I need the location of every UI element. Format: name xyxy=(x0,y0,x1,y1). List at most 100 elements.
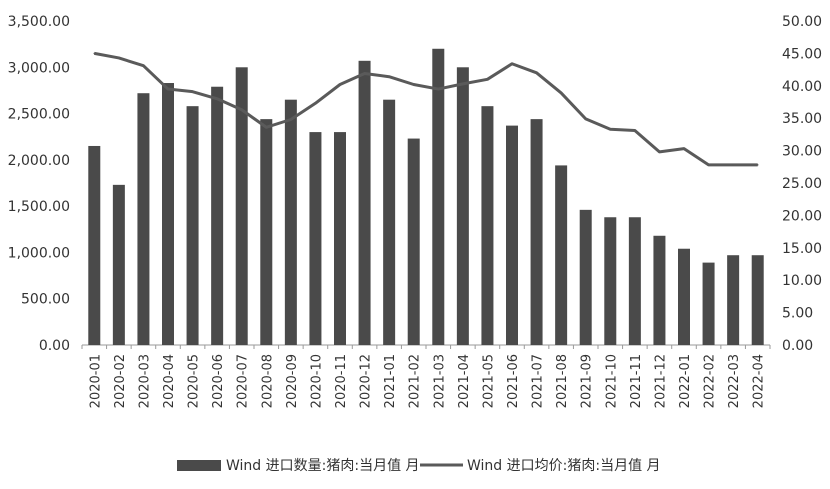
line-point xyxy=(290,118,292,121)
right-tick-label: 15.00 xyxy=(782,241,822,257)
axes xyxy=(81,344,771,349)
line-point xyxy=(314,102,317,105)
line-point xyxy=(118,57,120,59)
line-point xyxy=(486,78,489,81)
x-tick-label: 2020-05 xyxy=(187,354,202,408)
bar xyxy=(211,86,224,345)
bar xyxy=(506,125,518,345)
bar xyxy=(678,248,690,345)
bar xyxy=(88,145,101,345)
x-tick-label: 2020-07 xyxy=(236,354,251,408)
x-tick-label: 2021-07 xyxy=(531,354,546,408)
x-tick-label: 2020-01 xyxy=(88,354,103,408)
line-point xyxy=(388,75,390,78)
left-axis-ticks: 0.00 500.00 1,000.00 1,500.00 2,000.00 2,500.… xyxy=(8,14,70,354)
bar xyxy=(309,132,322,345)
bar xyxy=(702,262,715,345)
bar xyxy=(334,132,346,345)
x-tick-label: 2022-02 xyxy=(703,354,718,408)
x-tick-label: 2021-01 xyxy=(383,354,398,408)
x-tick-label: 2021-06 xyxy=(506,354,521,408)
bar xyxy=(530,119,543,345)
left-tick-label: 1,000.00 xyxy=(8,245,70,261)
x-tick-label: 2021-05 xyxy=(481,354,496,408)
x-tick-label: 2020-12 xyxy=(359,354,374,408)
line-path xyxy=(94,51,758,167)
x-tick-label: 2020-04 xyxy=(162,354,177,408)
bar xyxy=(137,93,150,346)
line-point xyxy=(462,83,464,85)
x-tick-label: 2021-02 xyxy=(408,354,423,408)
left-tick-label: 2,500.00 xyxy=(8,107,70,123)
right-tick-label: 25.00 xyxy=(782,176,822,192)
bar xyxy=(162,83,174,346)
line-point xyxy=(511,62,513,65)
line-point xyxy=(240,108,243,111)
bar xyxy=(628,217,641,345)
line-point xyxy=(363,72,366,75)
right-tick-label: 50.00 xyxy=(782,14,822,30)
line-point xyxy=(658,151,661,153)
x-tick-label: 2022-03 xyxy=(727,354,742,408)
right-tick-label: 40.00 xyxy=(782,79,822,95)
x-tick-label: 2021-11 xyxy=(629,354,644,408)
x-tick-label: 2020-09 xyxy=(285,354,300,408)
legend-bar-swatch xyxy=(177,460,221,471)
bar xyxy=(481,106,494,345)
x-tick-label: 2022-04 xyxy=(752,354,767,408)
right-tick-label: 35.00 xyxy=(782,111,822,127)
line-point xyxy=(167,88,169,90)
x-tick-label: 2021-03 xyxy=(432,354,447,408)
bar xyxy=(555,165,568,345)
x-tick-label: 2021-08 xyxy=(555,354,570,408)
x-tick-label: 2020-08 xyxy=(260,354,275,408)
bar-series xyxy=(88,48,764,346)
bar xyxy=(407,138,420,345)
x-tick-label: 2020-03 xyxy=(137,354,152,408)
bar xyxy=(579,209,592,345)
x-tick-label: 2020-11 xyxy=(334,354,349,408)
line-point xyxy=(142,64,145,67)
line-point xyxy=(216,97,218,100)
right-tick-label: 30.00 xyxy=(782,144,822,160)
bar xyxy=(186,106,199,345)
right-tick-label: 5.00 xyxy=(782,306,813,322)
legend-bar-label: Wind 进口数量:猪肉:当月值 月 xyxy=(226,458,420,474)
line-series xyxy=(93,51,759,167)
left-tick-label: 2,000.00 xyxy=(8,153,70,169)
right-tick-label: 20.00 xyxy=(782,208,822,224)
bar xyxy=(751,255,764,345)
bar xyxy=(284,99,297,345)
right-tick-label: 0.00 xyxy=(782,338,813,354)
right-tick-label: 10.00 xyxy=(782,273,822,289)
x-tick-label: 2022-01 xyxy=(678,354,693,408)
bar xyxy=(653,235,666,345)
line-point xyxy=(191,90,194,93)
right-axis-ticks: 0.00 5.00 10.00 15.00 20.00 25.00 30.00 35.00 40… xyxy=(782,14,822,354)
line-point xyxy=(584,118,587,120)
x-tick-label: 2020-06 xyxy=(211,354,226,408)
left-tick-label: 1,500.00 xyxy=(8,199,70,215)
line-point xyxy=(412,83,415,86)
left-tick-label: 3,000.00 xyxy=(8,60,70,76)
legend-line-label: Wind 进口均价:猪肉:当月值 月 xyxy=(467,458,661,474)
left-tick-label: 3,500.00 xyxy=(8,14,70,30)
bar xyxy=(358,60,371,346)
right-tick-label: 45.00 xyxy=(782,46,822,62)
line-point xyxy=(93,52,96,55)
x-axis-ticks: 2020-01 2020-02 2020-03 2020-04 2020-05 2020-… xyxy=(88,354,766,408)
line-point xyxy=(609,128,612,131)
bar xyxy=(604,217,617,345)
line-point xyxy=(683,147,685,150)
line-point xyxy=(756,164,759,166)
x-tick-label: 2021-04 xyxy=(457,354,472,408)
bar xyxy=(112,184,125,345)
x-tick-label: 2020-10 xyxy=(309,354,324,408)
line-point xyxy=(437,88,440,90)
line-point xyxy=(634,129,636,132)
bar xyxy=(727,255,740,345)
line-point xyxy=(265,126,268,129)
bar xyxy=(432,48,445,346)
bar xyxy=(260,119,273,345)
